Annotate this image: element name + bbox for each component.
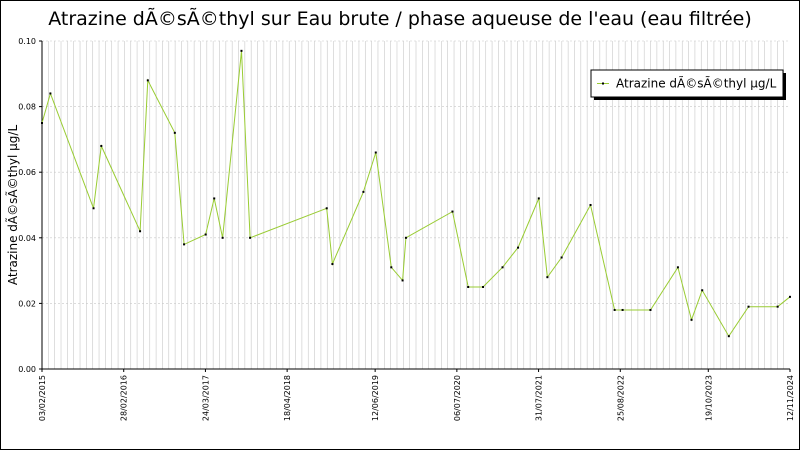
data-point — [92, 207, 95, 210]
data-point — [467, 286, 470, 288]
data-point — [451, 210, 454, 213]
data-point — [204, 233, 207, 236]
data-point — [139, 230, 142, 233]
y-tick-label: 0.08 — [18, 103, 36, 112]
data-point — [701, 289, 704, 292]
x-tick-label: 25/08/2022 — [616, 375, 625, 421]
legend-box — [590, 69, 784, 98]
data-point — [362, 190, 365, 193]
data-point — [546, 276, 549, 279]
data-point — [676, 266, 679, 269]
data-point — [589, 204, 592, 206]
data-point — [240, 49, 243, 52]
data-point — [690, 318, 693, 321]
data-point — [331, 263, 334, 266]
x-tick-label: 06/07/2020 — [453, 375, 462, 421]
y-tick-labels: 0.00 0.02 0.04 0.06 0.08 0.10 — [18, 37, 42, 374]
legend: Atrazine dÃ©sÃ©thyl µg/L — [590, 69, 786, 100]
data-point — [100, 144, 103, 147]
y-tick-label: 0.04 — [18, 234, 36, 243]
data-point — [401, 279, 404, 282]
data-point — [560, 256, 563, 259]
data-point — [621, 308, 624, 311]
data-point — [249, 236, 252, 239]
data-point — [649, 308, 652, 311]
x-tick-labels: 03/02/2015 28/02/2016 24/03/2017 18/04/2018… — [38, 369, 795, 421]
x-tick-label: 03/02/2015 — [38, 375, 47, 421]
data-point — [374, 151, 377, 154]
x-tick-label: 24/03/2017 — [201, 375, 210, 421]
data-point — [49, 92, 52, 95]
data-point — [213, 197, 216, 200]
y-tick-label: 0.02 — [18, 299, 36, 308]
data-point — [183, 243, 186, 246]
data-point — [41, 122, 43, 124]
data-point — [146, 79, 149, 82]
x-tick-label: 12/06/2019 — [371, 375, 380, 421]
data-point — [390, 266, 393, 269]
y-axis-title: Atrazine dÃ©sÃ©thyl µg/L — [5, 125, 20, 286]
x-tick-label: 28/02/2016 — [120, 375, 129, 421]
data-point — [482, 286, 485, 288]
y-tick-label: 0.06 — [18, 168, 36, 177]
data-point — [613, 308, 616, 311]
chart-title: Atrazine dÃ©sÃ©thyl sur Eau brute / phas… — [48, 8, 752, 30]
y-tick-label: 0.00 — [18, 365, 36, 374]
legend-swatch-marker — [602, 82, 604, 85]
x-tick-label: 31/07/2021 — [535, 375, 544, 421]
legend-entry-label: Atrazine dÃ©sÃ©thyl µg/L — [616, 76, 777, 91]
data-point — [537, 197, 540, 200]
data-point — [517, 246, 520, 249]
data-point — [221, 236, 224, 239]
data-point — [776, 305, 779, 308]
data-point — [747, 305, 750, 308]
x-tick-label: 19/10/2023 — [704, 375, 713, 421]
data-point — [789, 295, 791, 298]
data-points — [41, 49, 791, 338]
data-point — [173, 131, 176, 134]
data-point — [727, 335, 730, 338]
x-tick-label: 18/04/2018 — [283, 375, 292, 421]
axes — [41, 41, 790, 370]
y-tick-label: 0.10 — [18, 37, 36, 46]
x-tick-label: 12/11/2024 — [786, 375, 795, 421]
data-point — [325, 207, 328, 210]
data-point — [404, 236, 407, 239]
data-point — [501, 266, 504, 269]
